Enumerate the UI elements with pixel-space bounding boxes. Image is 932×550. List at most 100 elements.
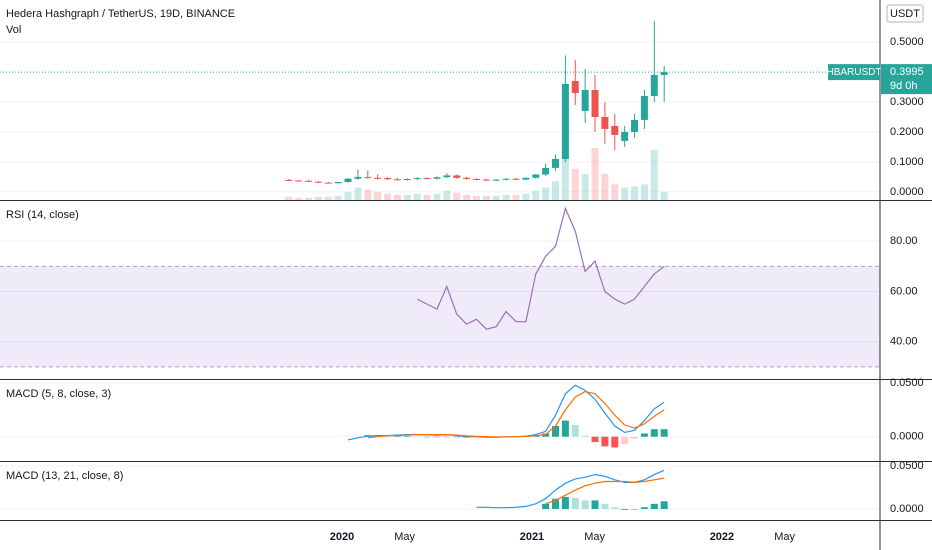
volume-bar — [413, 193, 421, 200]
volume-bar — [542, 187, 550, 200]
macd-histogram-bar — [601, 503, 609, 510]
volume-bar — [660, 191, 668, 200]
volume-bar — [403, 194, 411, 200]
volume-bar — [285, 196, 293, 200]
price-box — [881, 64, 932, 95]
volume-bar — [502, 194, 510, 200]
macd-histogram-bar — [601, 436, 609, 447]
rsi-band — [0, 266, 880, 367]
candle-body — [393, 179, 401, 181]
macd-histogram-bar — [552, 498, 560, 510]
volume-bar — [482, 195, 490, 200]
y-tick-label: 0.0000 — [890, 431, 924, 443]
candle-body — [364, 176, 372, 178]
macd-histogram-bar — [423, 436, 431, 438]
symbol-box — [828, 64, 880, 81]
y-tick-label: 0.5000 — [890, 36, 924, 48]
volume-bar — [512, 194, 520, 200]
macd-histogram-bar — [660, 501, 668, 510]
candle-body — [463, 177, 471, 180]
volume-bar — [344, 191, 352, 200]
y-tick-label: 0.3000 — [890, 96, 924, 108]
candle-body — [482, 179, 490, 181]
chart-title: Hedera Hashgraph / TetherUS, 19D, BINANC… — [6, 8, 235, 20]
volume-bar — [552, 181, 560, 200]
candle-body — [522, 177, 530, 180]
candle-body — [542, 167, 550, 175]
candle-body — [384, 178, 392, 180]
volume-bar — [443, 190, 451, 200]
currency-box[interactable] — [886, 4, 924, 23]
candle-body — [502, 178, 510, 180]
volume-bar — [364, 189, 372, 200]
volume-bar — [433, 193, 441, 200]
volume-bar — [324, 196, 332, 200]
x-tick-label: 2021 — [520, 531, 544, 543]
candle-body — [433, 177, 441, 179]
candle-body — [453, 175, 461, 178]
macd-histogram-bar — [650, 503, 658, 510]
x-tick-label: 2022 — [710, 531, 734, 543]
candle-body — [650, 74, 658, 96]
x-tick-label: 2020 — [330, 531, 354, 543]
macd-histogram-bar — [581, 500, 589, 510]
macd-histogram-bar — [571, 424, 579, 437]
grid-layer — [0, 41, 880, 510]
candle-body — [631, 119, 639, 132]
macd-line — [476, 469, 665, 509]
macd-histogram-bar — [621, 509, 629, 510]
volume-bar — [561, 153, 569, 200]
volume-bar — [650, 150, 658, 200]
macd-histogram-bar — [552, 425, 560, 437]
macd-histogram-bar — [561, 420, 569, 437]
symbol-label: HBARUSDT — [826, 67, 881, 78]
candle-body — [374, 177, 382, 179]
y-tick-label: 0.2000 — [890, 126, 924, 138]
volume-bar — [463, 194, 471, 200]
macd-histogram-bar — [581, 435, 589, 437]
y-tick-label: 0.0500 — [890, 377, 924, 389]
volume-bar — [334, 195, 342, 200]
macd-histogram-bar — [571, 497, 579, 510]
candle-body — [561, 83, 569, 159]
volume-bar — [640, 184, 648, 200]
macd-histogram-bar — [650, 429, 658, 437]
macd-histogram-bar — [433, 436, 441, 438]
candle-body — [492, 179, 500, 181]
volume-bar — [423, 194, 431, 200]
signal-line — [367, 390, 665, 439]
candle-body — [601, 116, 609, 129]
x-tick-label: May — [774, 531, 795, 543]
candle-body — [443, 175, 451, 178]
candle-body — [423, 178, 431, 180]
volume-bar — [453, 192, 461, 200]
macd-histogram-bar — [542, 503, 550, 510]
volume-bar — [532, 190, 540, 200]
x-tick-label: May — [394, 531, 415, 543]
candle-body — [472, 179, 480, 181]
x-tick-label: May — [584, 531, 605, 543]
volume-bar — [374, 191, 382, 200]
currency[interactable]: USDT — [890, 8, 920, 20]
last-price-label: 0.3995 — [890, 66, 924, 78]
y-tick-label: 80.00 — [890, 235, 918, 247]
candle-body — [324, 182, 332, 184]
label-layer: Hedera Hashgraph / TetherUS, 19D, BINANC… — [6, 4, 932, 543]
volume-bar — [393, 194, 401, 200]
volume-bar — [621, 187, 629, 200]
macd-histogram-bar — [640, 507, 648, 510]
macd-histogram-bar — [621, 436, 629, 445]
macd-histogram-bar — [611, 507, 619, 510]
candle-body — [591, 89, 599, 117]
candle-body — [305, 180, 313, 182]
macd-histogram-bar — [660, 429, 668, 437]
macd-histogram-bar — [561, 496, 569, 510]
candle-body — [581, 89, 589, 111]
macd-histogram-bar — [453, 436, 461, 438]
y-tick-label: 0.0000 — [890, 503, 924, 515]
volume-bar — [472, 195, 480, 200]
macd-histogram-bar — [443, 436, 451, 438]
y-tick-label: 0.0000 — [890, 186, 924, 198]
volume-bar — [354, 187, 362, 200]
